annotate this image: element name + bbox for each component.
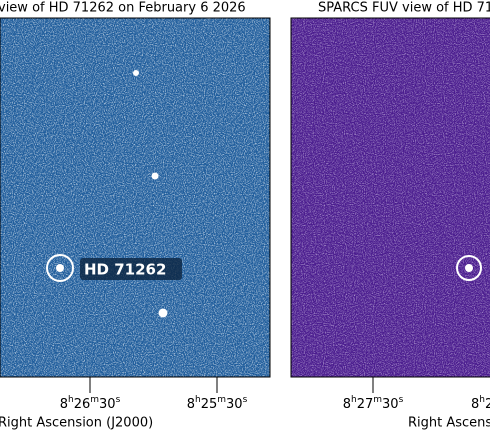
axis-label: Right Ascension (J2000) — [0, 416, 153, 430]
panel-title: view of HD 71262 on February 6 2026 — [0, 1, 246, 16]
tick-label: 8h26m30s — [60, 395, 121, 412]
panel-title: SPARCS FUV view of HD 71 — [318, 1, 490, 16]
star — [133, 70, 139, 76]
target-circle — [456, 255, 482, 281]
label-box — [80, 258, 182, 280]
target-label: HD 71262 — [84, 261, 166, 279]
image-noise — [0, 18, 270, 377]
star — [158, 308, 168, 318]
target-star — [56, 264, 64, 272]
star — [151, 172, 159, 180]
image-noise — [291, 18, 490, 377]
axis-label: Right Ascension — [408, 416, 490, 430]
panel-frame — [0, 17, 271, 378]
panel-frame — [290, 17, 490, 378]
tick-label: 8h2 — [471, 395, 490, 412]
tick-label: 8h25m30s — [187, 395, 248, 412]
target-star — [465, 264, 473, 272]
tick-label: 8h27m30s — [343, 395, 404, 412]
target-circle — [46, 254, 74, 282]
